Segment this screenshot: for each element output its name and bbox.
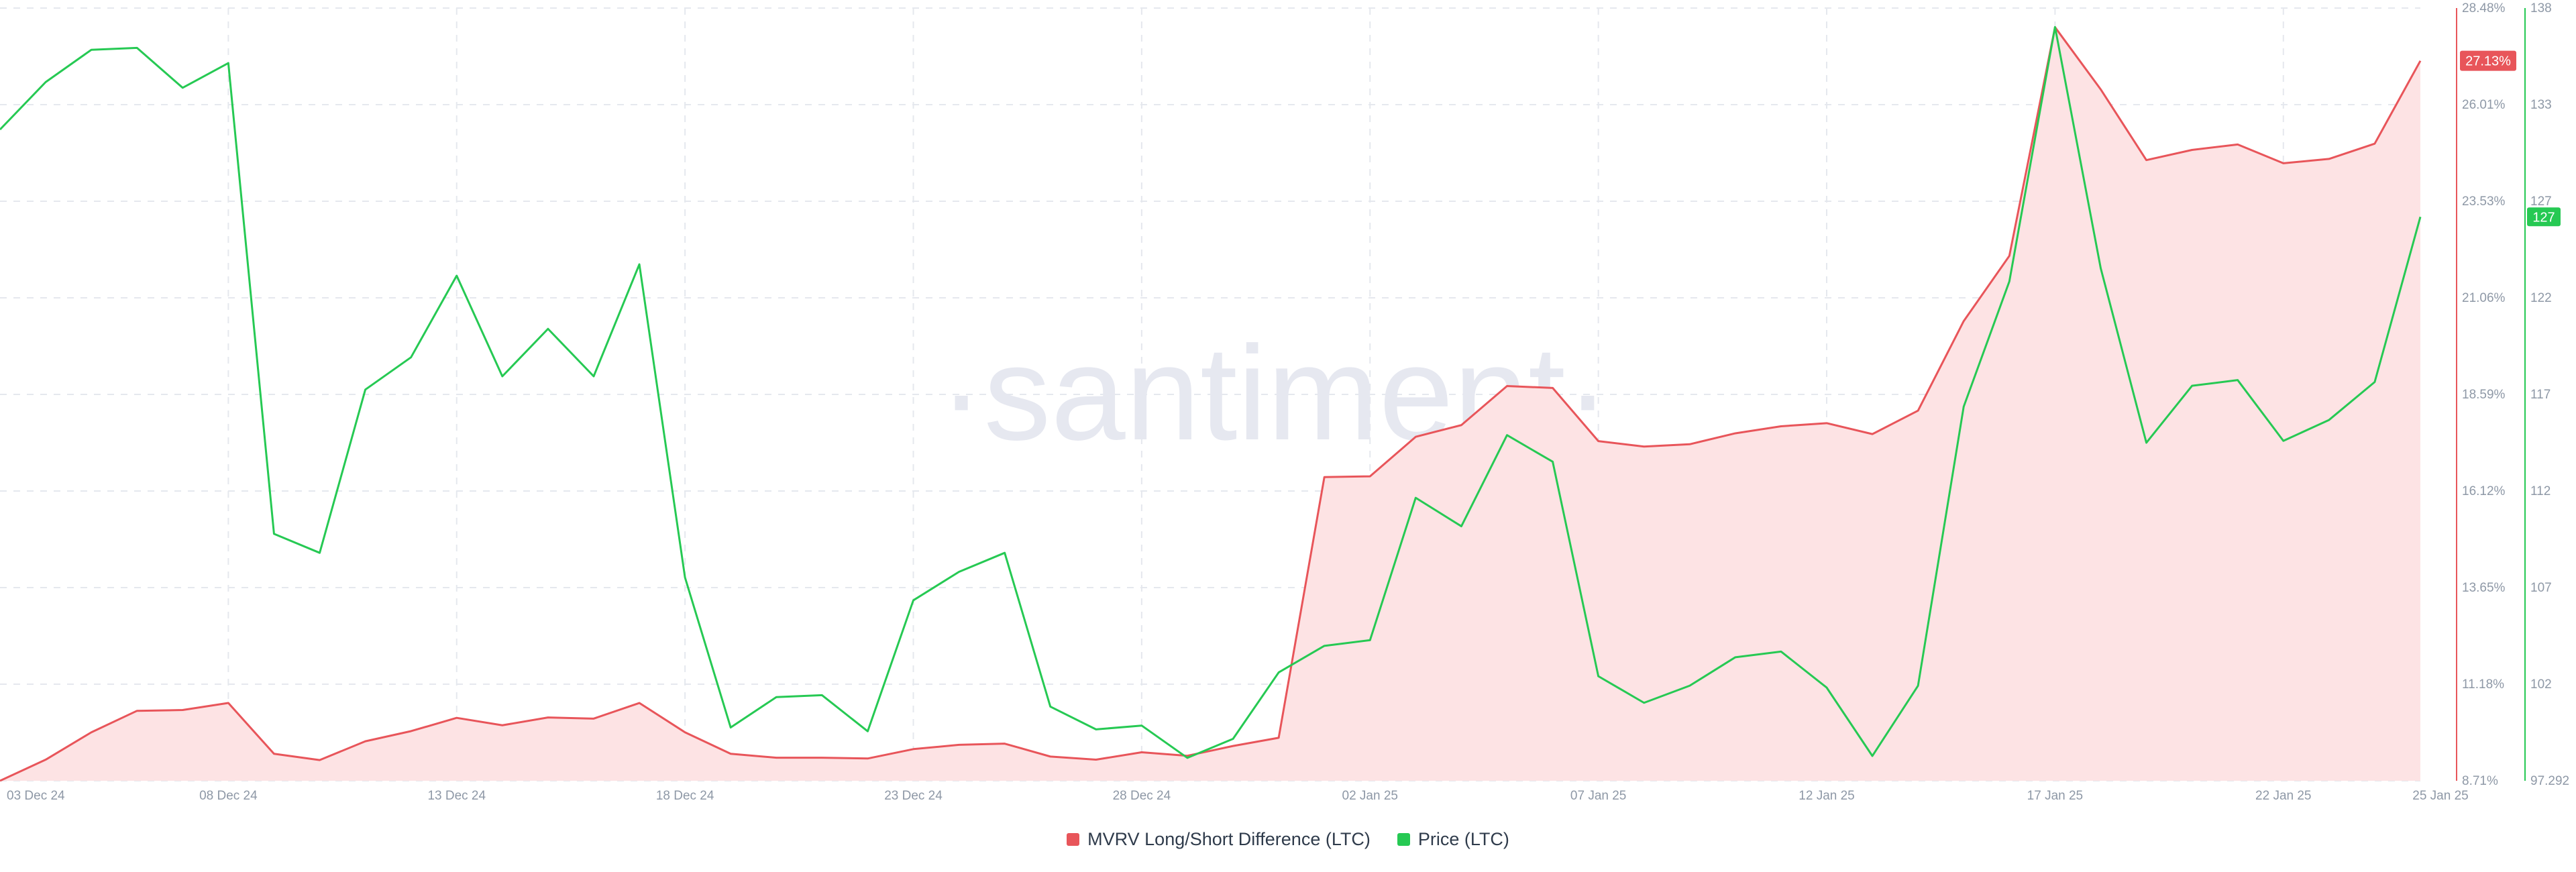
x-tick-label: 28 Dec 24 <box>1113 789 1171 803</box>
y-right-tick-label: 122 <box>2530 291 2552 305</box>
x-tick-label: 08 Dec 24 <box>199 789 258 803</box>
legend-swatch-price <box>1397 833 1410 846</box>
y-right-tick-label: 127 <box>2530 195 2552 209</box>
y-left-tick-label: 18.59% <box>2462 388 2506 402</box>
y-left-tick-label: 13.65% <box>2462 581 2506 595</box>
y-right-tick-label: 133 <box>2530 98 2552 112</box>
x-tick-label: 02 Jan 25 <box>1342 789 1398 803</box>
y-right-tick-label: 97.292 <box>2530 774 2569 788</box>
mvrv-current-value-badge <box>2460 50 2516 71</box>
x-tick-label: 12 Jan 25 <box>1799 789 1854 803</box>
x-tick-label: 17 Jan 25 <box>2027 789 2083 803</box>
y-right-tick-label: 117 <box>2530 388 2551 402</box>
y-left-tick-label: 16.12% <box>2462 484 2506 498</box>
legend-label-price: Price (LTC) <box>1417 829 1509 849</box>
y-left-tick-label: 21.06% <box>2462 291 2506 305</box>
y-right-tick-label: 102 <box>2530 677 2552 692</box>
x-tick-label: 07 Jan 25 <box>1570 789 1626 803</box>
y-left-tick-label: 28.48% <box>2462 1 2506 15</box>
y-left-tick-label: 26.01% <box>2462 98 2506 112</box>
x-tick-label: 13 Dec 24 <box>427 789 486 803</box>
mvrv-current-value-label: 27.13% <box>2465 54 2511 69</box>
y-right-tick-label: 138 <box>2530 1 2552 15</box>
y-left-tick-label: 8.71% <box>2462 774 2498 788</box>
legend-swatch-mvrv <box>1067 833 1080 846</box>
x-tick-label: 25 Jan 25 <box>2412 789 2468 803</box>
y-left-tick-label: 23.53% <box>2462 195 2506 209</box>
x-tick-label: 03 Dec 24 <box>7 789 65 803</box>
y-left-tick-label: 11.18% <box>2462 677 2504 692</box>
price-current-value-label: 127 <box>2532 210 2555 225</box>
chart-legend: MVRV Long/Short Difference (LTC) Price (… <box>0 829 2576 850</box>
legend-label-mvrv: MVRV Long/Short Difference (LTC) <box>1087 829 1371 849</box>
legend-item-price[interactable]: Price (LTC) <box>1397 829 1509 850</box>
price-current-value-badge <box>2527 207 2561 227</box>
x-tick-label: 22 Jan 25 <box>2255 789 2311 803</box>
mvrv-area-fill <box>0 27 2420 781</box>
x-tick-label: 23 Dec 24 <box>884 789 943 803</box>
x-tick-label: 18 Dec 24 <box>656 789 714 803</box>
y-right-tick-label: 112 <box>2530 484 2551 498</box>
mvrv-series-line[interactable] <box>0 26 2422 782</box>
price-series-line[interactable] <box>0 25 2422 759</box>
legend-item-mvrv[interactable]: MVRV Long/Short Difference (LTC) <box>1067 829 1371 850</box>
y-right-tick-label: 107 <box>2530 581 2552 595</box>
